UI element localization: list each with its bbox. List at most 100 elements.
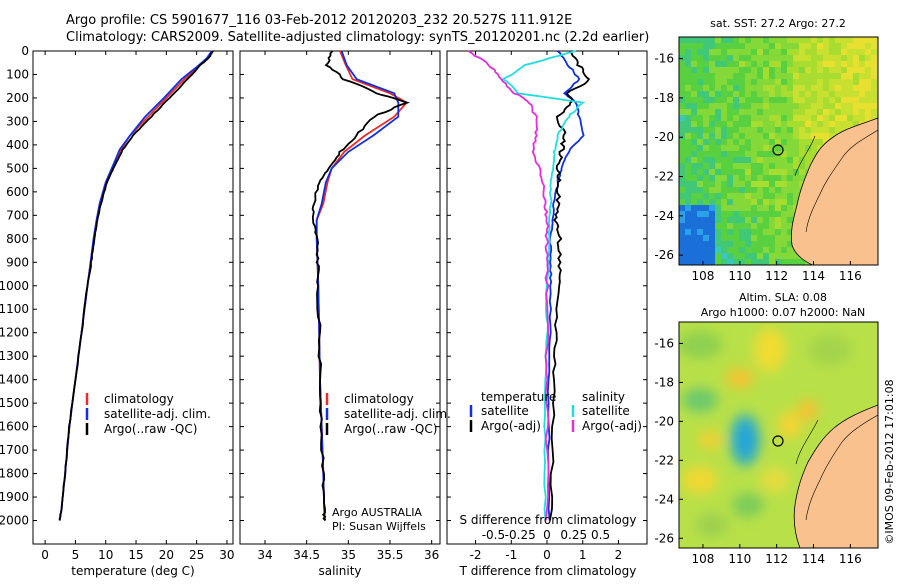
header-line-2: Climatology: CARS2009. Satellite-adjuste… bbox=[66, 30, 649, 45]
sla-map-panel: Altim. SLA: 0.08 Argo h1000: 0.07 h2000:… bbox=[654, 291, 879, 566]
series-line-satellite-adj-clim- bbox=[315, 50, 400, 521]
series-line-argo-raw-qc- bbox=[58, 50, 214, 521]
x-tick-label: 30 bbox=[219, 548, 234, 562]
map-y-tick-label: -26 bbox=[654, 248, 674, 262]
legend-temp-argo-label: Argo(-adj) bbox=[481, 419, 541, 433]
x-tick-label: 35.5 bbox=[377, 548, 404, 562]
map-y-tick-label: -16 bbox=[654, 52, 674, 66]
map-x-tick-label: 110 bbox=[728, 552, 751, 566]
argo-institution-annotation: Argo AUSTRALIA bbox=[332, 506, 422, 519]
y-tick-label: 100 bbox=[6, 67, 29, 81]
y-tick-label: 300 bbox=[6, 114, 29, 128]
sst-map-frame bbox=[678, 36, 879, 266]
legend-argo-label: Argo(..raw -QC) bbox=[344, 422, 437, 436]
x-tick-label: 15 bbox=[128, 548, 143, 562]
y-tick-label: 1600 bbox=[0, 420, 29, 434]
map-y-tick-label: -18 bbox=[654, 375, 674, 389]
salinity-panel: 34 34.5 35 35.5 36 salinity climatology sate… bbox=[239, 50, 451, 578]
temperature-axes-box bbox=[32, 50, 234, 545]
y-tick-label: 1700 bbox=[0, 443, 29, 457]
t-difference-xlabel: T difference from climatology bbox=[459, 564, 637, 578]
series-line-salinity-argo-adj- bbox=[467, 50, 550, 521]
sla-map-frame bbox=[678, 321, 879, 549]
map-y-tick-label: -20 bbox=[654, 414, 674, 428]
map-x-tick-label: 110 bbox=[728, 269, 751, 283]
y-tick-label: 1400 bbox=[0, 373, 29, 387]
argo-location-marker bbox=[772, 144, 784, 156]
legend-climatology-label: climatology bbox=[344, 392, 414, 406]
sst-map-image bbox=[679, 37, 878, 265]
map-y-tick-label: -20 bbox=[654, 130, 674, 144]
bathymetry-contour bbox=[794, 129, 878, 233]
map-y-tick-label: -26 bbox=[654, 531, 674, 545]
series-line-salinity-satellite bbox=[501, 50, 586, 521]
legend-temp-satellite-label: satellite bbox=[481, 404, 529, 418]
x-tick-label: 10 bbox=[98, 548, 113, 562]
x-tick-label: 34 bbox=[257, 548, 272, 562]
x-tick-label: 36 bbox=[424, 548, 439, 562]
x-tick-label: 25 bbox=[189, 548, 204, 562]
series-line-argo-raw-qc- bbox=[311, 50, 411, 522]
x-tick-label: 0 bbox=[41, 548, 49, 562]
y-tick-label: 700 bbox=[6, 208, 29, 222]
s-tick-label: 0.5 bbox=[591, 528, 610, 542]
y-tick-label: 500 bbox=[6, 161, 29, 175]
s-tick-label: 0 bbox=[543, 528, 551, 542]
x-tick-label: 35 bbox=[341, 548, 356, 562]
x-tick-label: -2 bbox=[470, 548, 482, 562]
map-x-tick-label: 114 bbox=[802, 552, 825, 566]
salinity-legend: climatology satellite-adj. clim. Argo(..… bbox=[325, 392, 451, 436]
argo-location-marker bbox=[772, 435, 784, 447]
temperature-legend: climatology satellite-adj. clim. Argo(..… bbox=[85, 392, 211, 436]
sla-map-title-1: Altim. SLA: 0.08 bbox=[739, 291, 827, 304]
legend-climatology-label: climatology bbox=[104, 392, 174, 406]
x-tick-label: 34.5 bbox=[293, 548, 320, 562]
legend-sal-argo-label: Argo(-adj) bbox=[582, 419, 642, 433]
map-x-tick-label: 116 bbox=[839, 269, 862, 283]
x-tick-label: 1 bbox=[579, 548, 587, 562]
s-tick-label: -0.5 bbox=[482, 528, 505, 542]
legend-sal-satellite-label: satellite bbox=[582, 404, 630, 418]
series-line-climatology bbox=[58, 50, 214, 521]
imos-credit: ©IMOS 09-Feb-2012 17:01:08 bbox=[883, 379, 896, 544]
y-tick-label: 2000 bbox=[0, 514, 29, 528]
s-tick-label: 0.25 bbox=[560, 528, 587, 542]
y-tick-label: 800 bbox=[6, 232, 29, 246]
s-difference-xlabel: S difference from climatology bbox=[460, 513, 637, 527]
australia-land bbox=[790, 117, 878, 265]
s-tick-label: -0.25 bbox=[505, 528, 536, 542]
map-x-tick-label: 108 bbox=[692, 552, 715, 566]
map-y-tick-label: -16 bbox=[654, 336, 674, 350]
y-tick-label: 1000 bbox=[0, 279, 29, 293]
map-x-tick-label: 112 bbox=[765, 552, 788, 566]
australia-land bbox=[793, 404, 878, 548]
y-tick-label: 900 bbox=[6, 255, 29, 269]
difference-panel: -2 -1 0 1 2 S difference from climatology -0… bbox=[446, 50, 648, 578]
legend-satellite-label: satellite-adj. clim. bbox=[104, 407, 211, 421]
y-tick-label: 600 bbox=[6, 185, 29, 199]
header-line-1: Argo profile: CS 5901677_116 03-Feb-2012… bbox=[66, 13, 572, 28]
map-x-tick-label: 108 bbox=[692, 269, 715, 283]
temperature-xlabel: temperature (deg C) bbox=[71, 564, 194, 578]
temperature-panel: 0100200300400500600700800900100011001200… bbox=[0, 44, 235, 578]
map-x-tick-label: 112 bbox=[765, 269, 788, 283]
map-x-tick-label: 116 bbox=[839, 552, 862, 566]
x-tick-label: 20 bbox=[159, 548, 174, 562]
series-line-satellite-adj-clim- bbox=[58, 50, 213, 521]
map-y-tick-label: -24 bbox=[654, 492, 674, 506]
map-x-tick-label: 114 bbox=[802, 269, 825, 283]
x-tick-label: 5 bbox=[72, 548, 80, 562]
difference-legend: temperature salinity satellite Argo(-adj… bbox=[469, 390, 642, 433]
x-tick-label: -1 bbox=[505, 548, 517, 562]
salinity-xlabel: salinity bbox=[318, 564, 361, 578]
map-y-tick-label: -22 bbox=[654, 170, 674, 184]
y-tick-label: 1500 bbox=[0, 396, 29, 410]
sst-map-title: sat. SST: 27.2 Argo: 27.2 bbox=[710, 17, 846, 30]
bathymetry-contour bbox=[795, 414, 878, 521]
sla-map-image bbox=[679, 322, 878, 548]
y-tick-label: 1300 bbox=[0, 349, 29, 363]
y-tick-label: 1200 bbox=[0, 326, 29, 340]
y-tick-label: 1800 bbox=[0, 467, 29, 481]
y-tick-label: 0 bbox=[21, 44, 29, 58]
